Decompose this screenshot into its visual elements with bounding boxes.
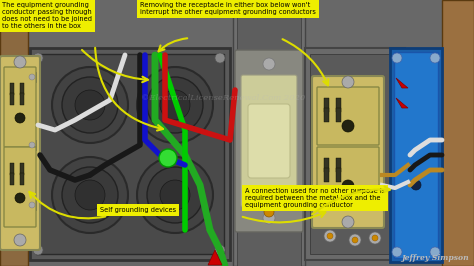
FancyBboxPatch shape	[241, 75, 297, 207]
Circle shape	[137, 67, 213, 143]
FancyBboxPatch shape	[0, 56, 40, 250]
Circle shape	[147, 77, 203, 133]
Circle shape	[62, 167, 118, 223]
Circle shape	[342, 120, 354, 132]
Bar	[324, 98, 329, 112]
Circle shape	[62, 77, 118, 133]
Circle shape	[15, 193, 25, 203]
Circle shape	[411, 180, 421, 190]
Circle shape	[33, 245, 43, 255]
Circle shape	[29, 202, 35, 208]
Bar	[305, 48, 405, 260]
Circle shape	[349, 234, 361, 246]
Circle shape	[52, 157, 128, 233]
Circle shape	[392, 53, 402, 63]
Circle shape	[29, 142, 35, 148]
Bar	[36, 54, 224, 254]
Bar	[237, 0, 301, 266]
Bar	[20, 163, 24, 175]
Bar	[10, 173, 14, 185]
Circle shape	[159, 149, 177, 167]
Bar	[30, 48, 230, 260]
Circle shape	[342, 216, 354, 228]
Bar	[394, 52, 438, 258]
Bar	[20, 173, 24, 185]
Bar	[10, 83, 14, 95]
Circle shape	[137, 157, 213, 233]
Circle shape	[52, 67, 128, 143]
Circle shape	[430, 53, 440, 63]
Circle shape	[75, 180, 105, 210]
FancyBboxPatch shape	[317, 87, 379, 145]
Circle shape	[160, 180, 190, 210]
Circle shape	[160, 90, 190, 120]
FancyBboxPatch shape	[248, 104, 290, 178]
Bar	[10, 93, 14, 105]
Circle shape	[29, 74, 35, 80]
FancyBboxPatch shape	[235, 50, 303, 232]
Bar	[28, 200, 36, 210]
Circle shape	[324, 230, 336, 242]
Circle shape	[369, 232, 381, 244]
Bar	[390, 48, 442, 262]
Bar	[10, 163, 14, 175]
Circle shape	[14, 56, 26, 68]
Circle shape	[264, 207, 274, 217]
Circle shape	[215, 53, 225, 63]
FancyBboxPatch shape	[4, 147, 36, 227]
Circle shape	[14, 234, 26, 246]
Text: A connection used for no other purpose is
required between the metal box and the: A connection used for no other purpose i…	[245, 188, 385, 208]
Text: ©ElectricalLicenseRenewal.Com 2020: ©ElectricalLicenseRenewal.Com 2020	[141, 94, 305, 102]
Circle shape	[33, 53, 43, 63]
Bar	[324, 158, 329, 172]
FancyBboxPatch shape	[4, 67, 36, 147]
Circle shape	[372, 235, 378, 241]
Circle shape	[263, 212, 275, 224]
Circle shape	[75, 90, 105, 120]
Circle shape	[392, 247, 402, 257]
Bar	[336, 108, 341, 122]
Bar	[336, 158, 341, 172]
Bar	[28, 72, 36, 82]
Bar	[28, 140, 36, 150]
Bar	[324, 168, 329, 182]
Bar	[233, 0, 305, 266]
Text: Jeffrey Simpson: Jeffrey Simpson	[401, 254, 469, 262]
Bar	[0, 0, 28, 266]
Text: Removing the receptacle in either box below won't
interrupt the other equipment : Removing the receptacle in either box be…	[140, 2, 316, 15]
Circle shape	[342, 76, 354, 88]
Polygon shape	[208, 250, 222, 265]
FancyBboxPatch shape	[317, 147, 379, 205]
Bar	[310, 54, 400, 254]
Circle shape	[327, 233, 333, 239]
Circle shape	[264, 195, 274, 205]
Text: The equipment grounding
conductor passing through
does not need to be joined
to : The equipment grounding conductor passin…	[2, 2, 92, 29]
Text: IS OPTIONAL IN WALLBOARD TYPE X ASTM C1052/1350V: IS OPTIONAL IN WALLBOARD TYPE X ASTM C10…	[267, 83, 271, 183]
Bar	[336, 168, 341, 182]
Circle shape	[215, 245, 225, 255]
Bar	[324, 108, 329, 122]
Bar	[442, 0, 474, 266]
Text: Self grounding devices: Self grounding devices	[100, 207, 176, 213]
Polygon shape	[396, 98, 408, 108]
FancyBboxPatch shape	[312, 76, 384, 228]
Bar	[20, 93, 24, 105]
Circle shape	[15, 113, 25, 123]
Bar	[20, 83, 24, 95]
Circle shape	[342, 180, 354, 192]
Circle shape	[352, 237, 358, 243]
Circle shape	[147, 167, 203, 223]
Polygon shape	[396, 78, 408, 88]
Bar	[336, 98, 341, 112]
Circle shape	[263, 58, 275, 70]
Circle shape	[430, 247, 440, 257]
